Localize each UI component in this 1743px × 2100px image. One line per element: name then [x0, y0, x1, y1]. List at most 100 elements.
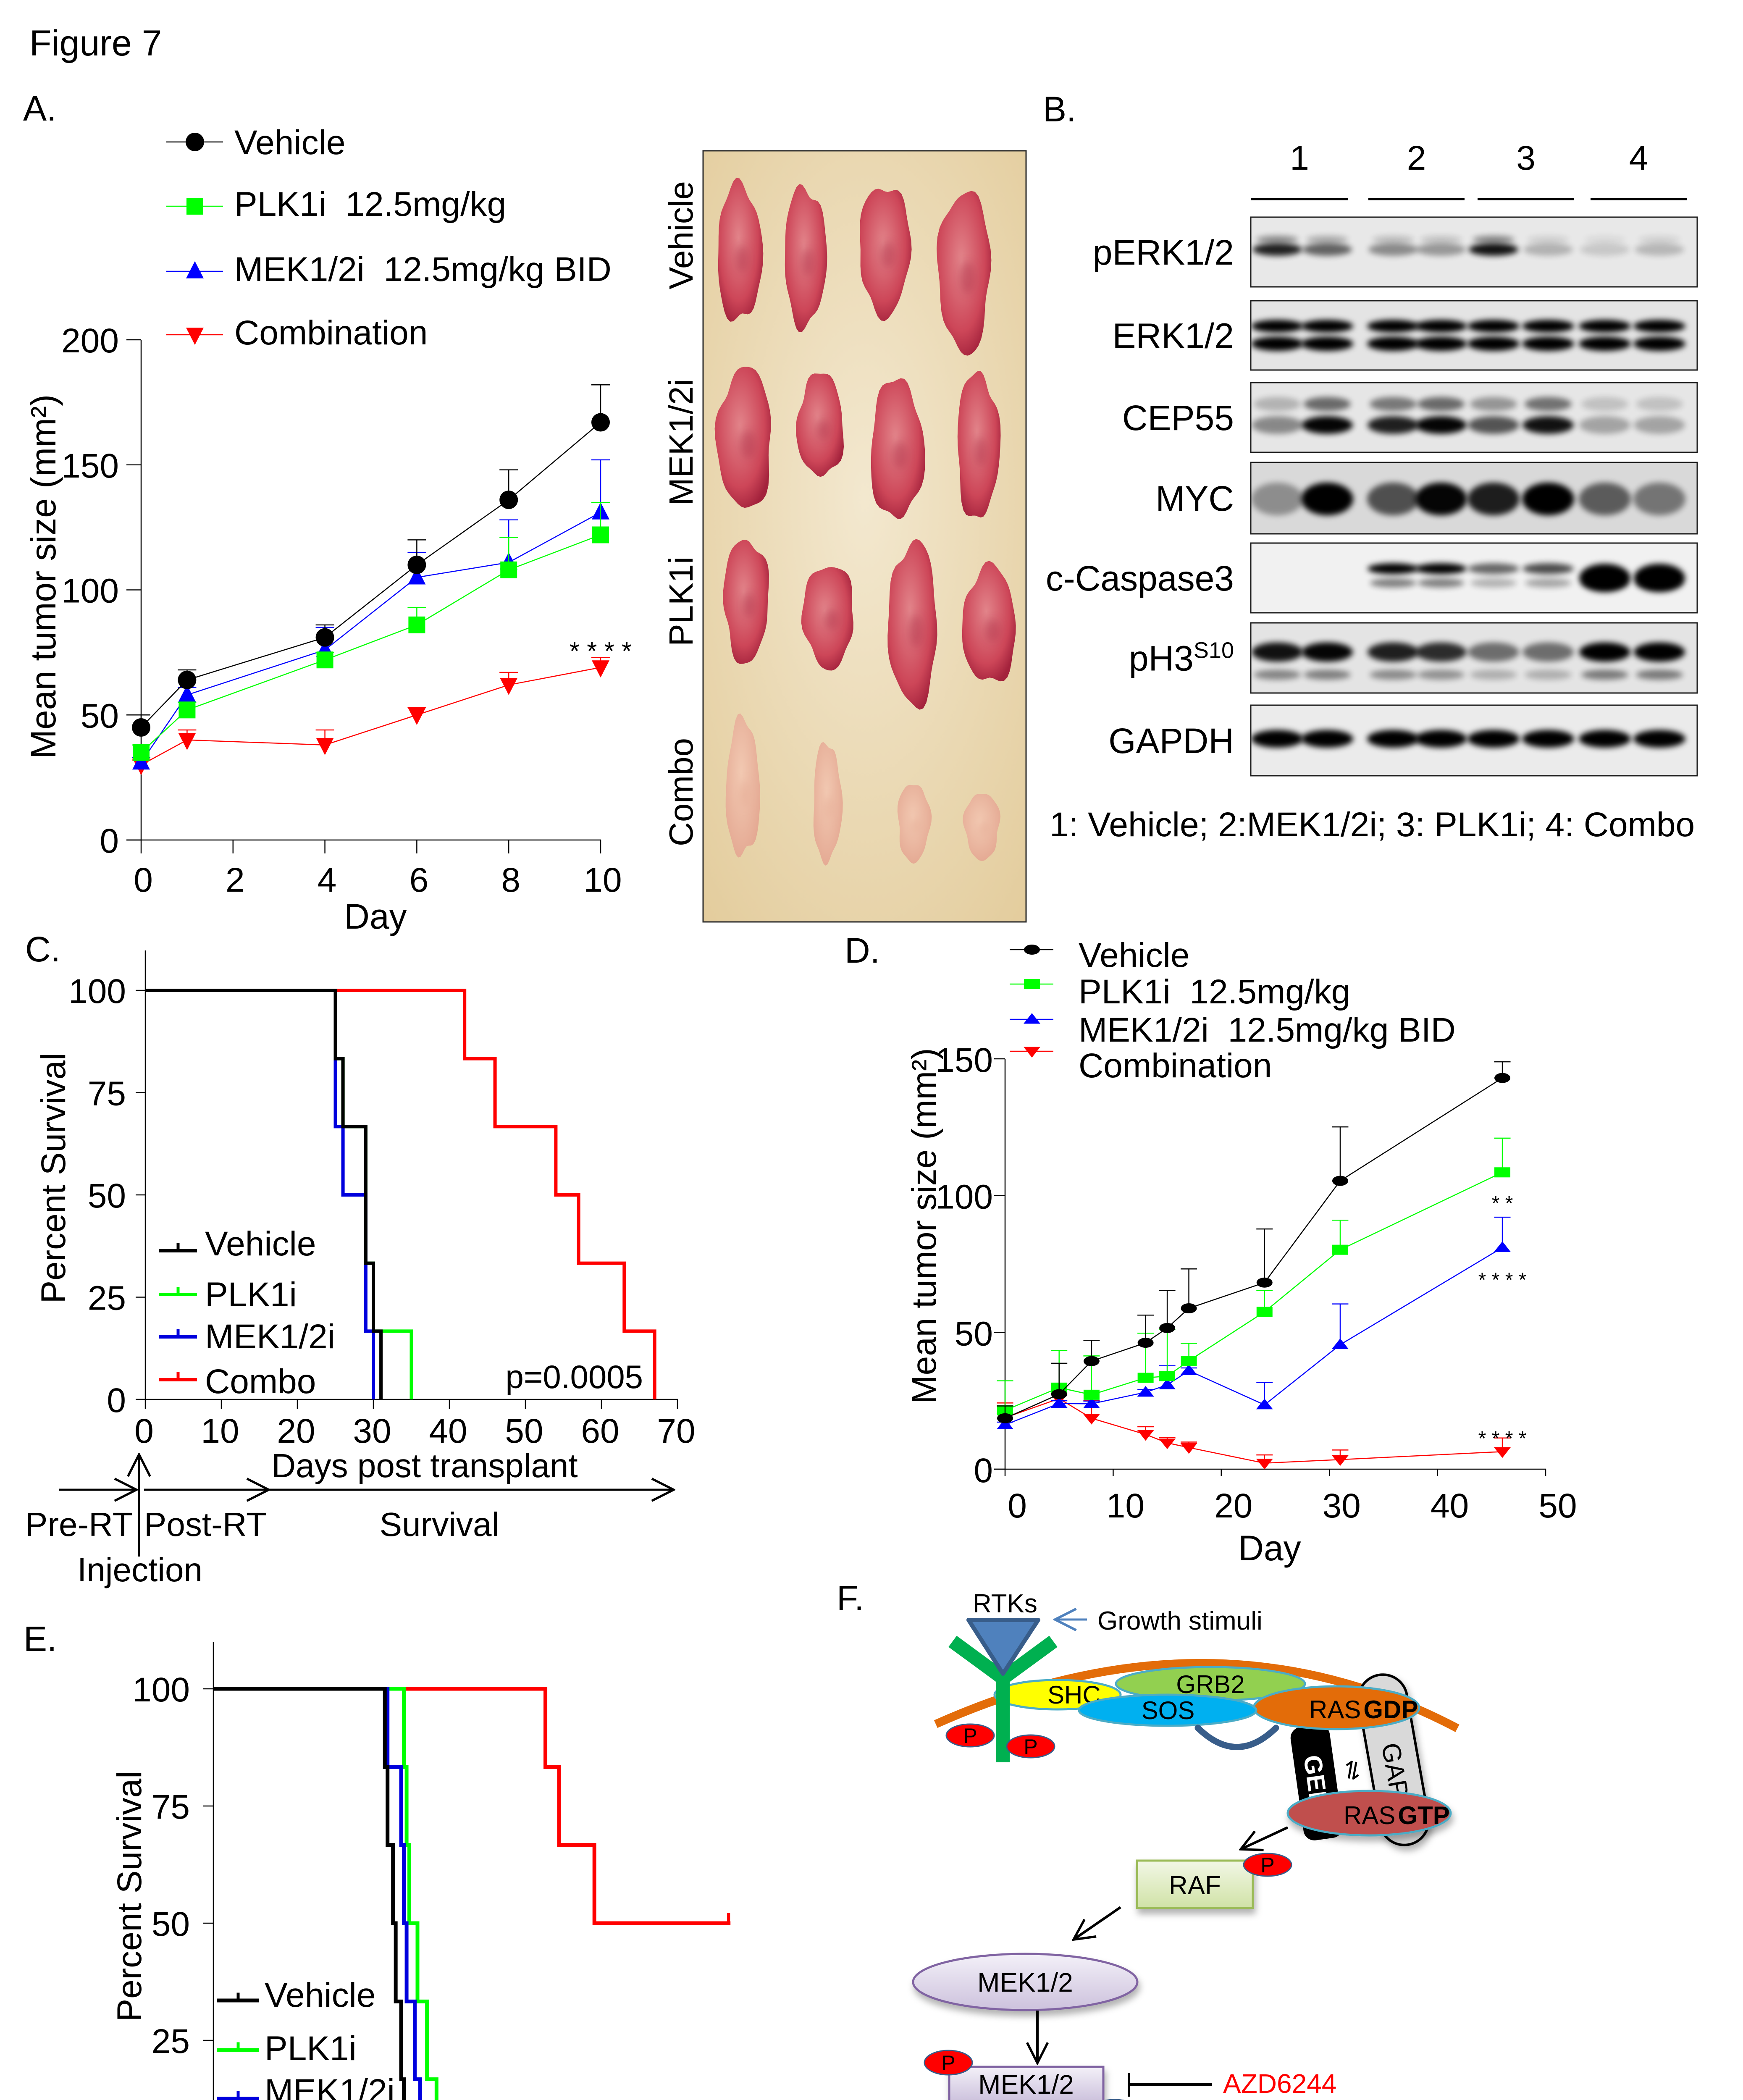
- legend-marker: [1024, 1047, 1040, 1058]
- protein-band: [1579, 642, 1630, 662]
- protein-band: [1522, 336, 1574, 351]
- data-point: [1137, 1373, 1154, 1383]
- protein-band: [1302, 243, 1352, 256]
- data-point: [997, 1418, 1013, 1429]
- phospho-label: P: [1024, 1735, 1037, 1759]
- data-point: [408, 708, 426, 725]
- protein-band: [1415, 642, 1467, 662]
- data-point: [592, 660, 609, 678]
- protein-band: [1470, 669, 1517, 680]
- protein-band: [1633, 320, 1685, 333]
- y-axis-title: Percent Survival: [34, 1053, 73, 1303]
- legend-item-plk1i: PLK1i: [159, 1276, 297, 1314]
- protein-band: [1252, 642, 1303, 662]
- protein-name: pH3: [1129, 639, 1194, 678]
- protein-band: [1420, 236, 1462, 243]
- protein-name: GAPDH: [1108, 721, 1234, 761]
- phospho-label: P: [963, 1724, 977, 1748]
- data-point: [1331, 1455, 1349, 1466]
- protein-band: [1370, 397, 1417, 411]
- mek-label: MEK1/2: [977, 1967, 1073, 1998]
- panel-a: A. 0 50 100 150 200 0 2 4 6 8 10 Day Mean tumor size…: [23, 89, 1027, 936]
- tumor-photo: Vehicle MEK1/2i PLK1i Combo: [662, 150, 1027, 923]
- ras-gdp-name: RAS: [1309, 1696, 1361, 1724]
- x-tick-label: 2: [226, 861, 245, 899]
- panel-f: F. GAP GEF ⇌ SHC GRB2 RAS GDP SOS RAS GTP …: [837, 1578, 1460, 2100]
- protein-band: [1473, 236, 1515, 243]
- tumor-row-plk1i: [723, 539, 1016, 710]
- figure-title: Figure 7: [29, 23, 162, 63]
- data-point: [178, 701, 196, 719]
- x-tick-label: 70: [657, 1412, 695, 1450]
- blot-row-gapdh: GAPDH: [1108, 704, 1698, 777]
- tumor-surface-detail: [892, 441, 908, 469]
- band-lanes: [1251, 483, 1685, 515]
- phospho-badge-mek: [924, 2050, 973, 2076]
- x-tick-label: 10: [1106, 1487, 1144, 1525]
- data-point: [132, 718, 150, 737]
- tumor-row-combo: [725, 713, 1000, 866]
- y-tick-label: 150: [935, 1041, 993, 1079]
- protein-name: CEP55: [1122, 398, 1234, 438]
- legend-label: Vehicle: [1079, 936, 1189, 974]
- data-point: [315, 628, 334, 647]
- protein-band: [1304, 397, 1351, 411]
- legend-marker: [1024, 979, 1040, 989]
- data-point: [1180, 1364, 1197, 1375]
- tumor-surface-detail: [979, 822, 989, 835]
- protein-band: [1418, 669, 1465, 680]
- timeline-label-injection: Injection: [77, 1551, 202, 1588]
- legend-item-vehicle: Vehicle: [166, 123, 345, 162]
- protein-band: [1633, 730, 1685, 748]
- tumor-surface-detail: [909, 614, 923, 648]
- series-mek1-2i: [997, 1216, 1511, 1429]
- protein-band: [1467, 320, 1520, 333]
- tumor-surface-detail: [742, 593, 755, 618]
- protein-band: [1415, 416, 1467, 434]
- raf-label: RAF: [1169, 1871, 1221, 1900]
- sos-node: [1078, 1693, 1257, 1727]
- x-tick-label: 40: [429, 1412, 467, 1450]
- blot-row-label: c-Caspase3: [1046, 559, 1234, 598]
- data-point: [407, 555, 426, 574]
- western-blot: 1 2 3 4 pERK1/2 ERK1/2 CEP55 MYC c-Caspase3 pH3S1…: [1046, 139, 1698, 844]
- blot-row-cep55: CEP55: [1122, 382, 1698, 453]
- protein-band: [1522, 483, 1574, 515]
- legend-label: Combo: [205, 1362, 316, 1401]
- data-point: [1083, 1356, 1100, 1366]
- tumor-row-vehicle: [718, 178, 992, 356]
- panel-b: B. 1 2 3 4 pERK1/2 ERK1/2 CEP55 MYC c-Caspase3 pH…: [1043, 89, 1698, 844]
- y-axis-title: Percent Survival: [110, 1771, 149, 2021]
- y-tick-label: 75: [152, 1788, 190, 1826]
- y-tick-label: 0: [974, 1452, 993, 1490]
- data-point: [1159, 1438, 1176, 1449]
- blot-frame: [1250, 704, 1698, 777]
- series-line: [141, 422, 601, 728]
- data-point: [1137, 1338, 1154, 1348]
- tumor-surface-detail: [880, 242, 895, 268]
- protein-band: [1251, 320, 1303, 333]
- tumor-growth-chart-a: 0 50 100 150 200 0 2 4 6 8 10 Day Mean tumor size (m…: [24, 123, 632, 936]
- blot-frame: [1250, 542, 1698, 614]
- tumor-surface-detail: [824, 609, 839, 630]
- y-tick-label: 0: [100, 822, 119, 860]
- blot-row-label: ERK1/2: [1113, 316, 1234, 356]
- blot-frame: [1250, 462, 1698, 535]
- data-point: [178, 733, 196, 750]
- x-tick-label: 30: [353, 1412, 391, 1450]
- protein-band: [1418, 578, 1464, 588]
- protein-band: [1522, 563, 1574, 574]
- data-point: [592, 526, 609, 543]
- protein-band: [1633, 483, 1685, 515]
- protein-band: [1470, 397, 1517, 411]
- protein-band: [1304, 669, 1351, 680]
- treatment-timeline: Pre-RT Post-RT Survival Injection: [25, 1454, 674, 1588]
- raf-node: [1136, 1859, 1254, 1909]
- y-tick-label: 150: [61, 447, 119, 485]
- data-point: [591, 413, 610, 432]
- legend-label: MEK1/2i 12.5mg/kg BID: [234, 250, 612, 289]
- x-tick-label: 60: [581, 1412, 619, 1450]
- receptor-tyrosine-kinase-icon: [948, 1635, 1058, 1762]
- ras-gdp-state: GDP: [1363, 1696, 1418, 1724]
